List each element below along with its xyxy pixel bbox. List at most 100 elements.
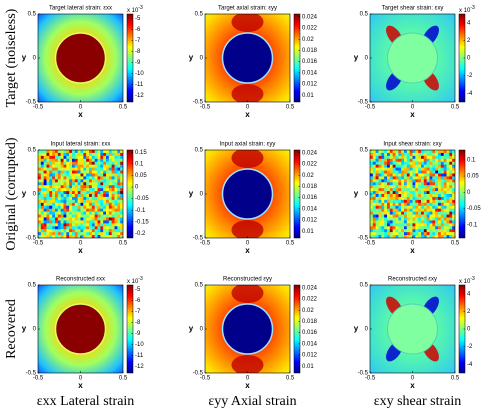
noise-cell <box>409 158 413 163</box>
noise-cell <box>114 235 118 238</box>
noise-cell <box>404 202 408 207</box>
noise-cell <box>106 164 110 168</box>
noise-cell <box>74 229 78 233</box>
noise-cell <box>426 155 430 160</box>
noise-cell <box>398 196 402 201</box>
noise-cell <box>100 155 104 160</box>
noise-cell <box>74 185 78 189</box>
noise-cell <box>412 220 416 224</box>
noise-cell <box>426 208 430 212</box>
noise-cell <box>74 150 78 154</box>
noise-cell <box>117 229 121 233</box>
noise-cell <box>435 208 439 212</box>
noise-cell <box>406 185 410 189</box>
noise-cell <box>404 196 408 201</box>
noise-cell <box>80 161 84 165</box>
noise-cell <box>415 188 419 192</box>
noise-cell <box>94 173 98 177</box>
noise-cell <box>404 208 408 212</box>
heatmap <box>205 14 290 102</box>
noise-cell <box>404 185 408 189</box>
noise-cell <box>38 158 42 163</box>
noise-cell <box>370 208 374 212</box>
noise-cell <box>409 185 413 189</box>
noise-cell <box>89 194 93 198</box>
noise-cell <box>404 235 408 238</box>
noise-cell <box>86 164 90 168</box>
noise-cell <box>452 214 455 218</box>
noise-cell <box>392 232 396 236</box>
noise-cell <box>77 217 81 221</box>
noise-cell <box>120 173 123 177</box>
noise-cell <box>452 152 455 157</box>
x-tick-label: 0 <box>411 105 415 111</box>
panel: Target lateral strain: εxx-0.5 0 0.5-0.500… <box>22 5 145 119</box>
noise-cell <box>49 217 53 221</box>
noise-cell <box>83 179 87 183</box>
noise-cell <box>409 176 413 180</box>
noise-cell <box>421 194 425 198</box>
noise-cell <box>381 164 385 168</box>
noise-cell <box>440 150 444 154</box>
noise-cell <box>69 214 73 218</box>
noise-cell <box>74 217 78 221</box>
noise-cell <box>378 196 382 201</box>
noise-cell <box>392 217 396 221</box>
noise-cell <box>91 199 95 204</box>
multiplier-base: x 10 <box>459 279 471 285</box>
noise-cell <box>381 205 385 209</box>
noise-cell <box>55 205 59 209</box>
noise-cell <box>77 214 81 218</box>
colorbar-tick-label: 0.02 <box>302 37 314 43</box>
noise-cell <box>375 220 379 224</box>
colorbar-tick-label: 0.016 <box>302 195 318 201</box>
noise-cell <box>117 158 121 163</box>
noise-cell <box>66 223 70 227</box>
colorbar-tick-label: -2 <box>467 344 473 350</box>
noise-cell <box>449 176 453 180</box>
noise-cell <box>398 214 402 218</box>
noise-cell <box>406 155 410 160</box>
noise-cell <box>404 164 408 168</box>
noise-cell <box>60 185 64 189</box>
noise-cell <box>94 182 98 186</box>
noise-cell <box>415 170 419 174</box>
noise-cell <box>406 158 410 163</box>
noise-cell <box>40 152 44 157</box>
noise-cell <box>40 196 44 201</box>
noise-cell <box>103 158 107 163</box>
noise-cell <box>370 167 374 171</box>
noise-cell <box>421 196 425 201</box>
y-tick-label: 0 <box>365 192 369 198</box>
noise-cell <box>108 208 112 212</box>
noise-cell <box>438 185 442 189</box>
noise-cell <box>423 179 427 183</box>
noise-cell <box>43 158 47 163</box>
noise-cell <box>438 182 442 186</box>
noise-cell <box>52 150 56 154</box>
noise-cell <box>55 199 59 204</box>
noise-cell <box>120 196 123 201</box>
noise-cell <box>60 182 64 186</box>
noise-cell <box>77 211 81 215</box>
noise-cell <box>106 199 110 204</box>
noise-cell <box>389 194 393 198</box>
noise-cell <box>446 173 450 177</box>
noise-cell <box>415 226 419 230</box>
noise-cell <box>409 170 413 174</box>
colorbar-tick-label: 0.014 <box>302 70 318 76</box>
colorbar <box>126 149 134 239</box>
noise-cell <box>108 170 112 174</box>
noise-cell <box>69 164 73 168</box>
noise-cell <box>370 185 374 189</box>
noise-cell <box>52 232 56 236</box>
colorbar-tick-label: 0 <box>135 185 139 191</box>
noise-cell <box>370 226 374 230</box>
noise-cell <box>114 223 118 227</box>
noise-cell <box>421 199 425 204</box>
noise-cell <box>406 199 410 204</box>
colorbar-tick-label: 0.022 <box>302 162 318 168</box>
noise-cell <box>40 182 44 186</box>
noise-cell <box>384 199 388 204</box>
noise-cell <box>404 176 408 180</box>
